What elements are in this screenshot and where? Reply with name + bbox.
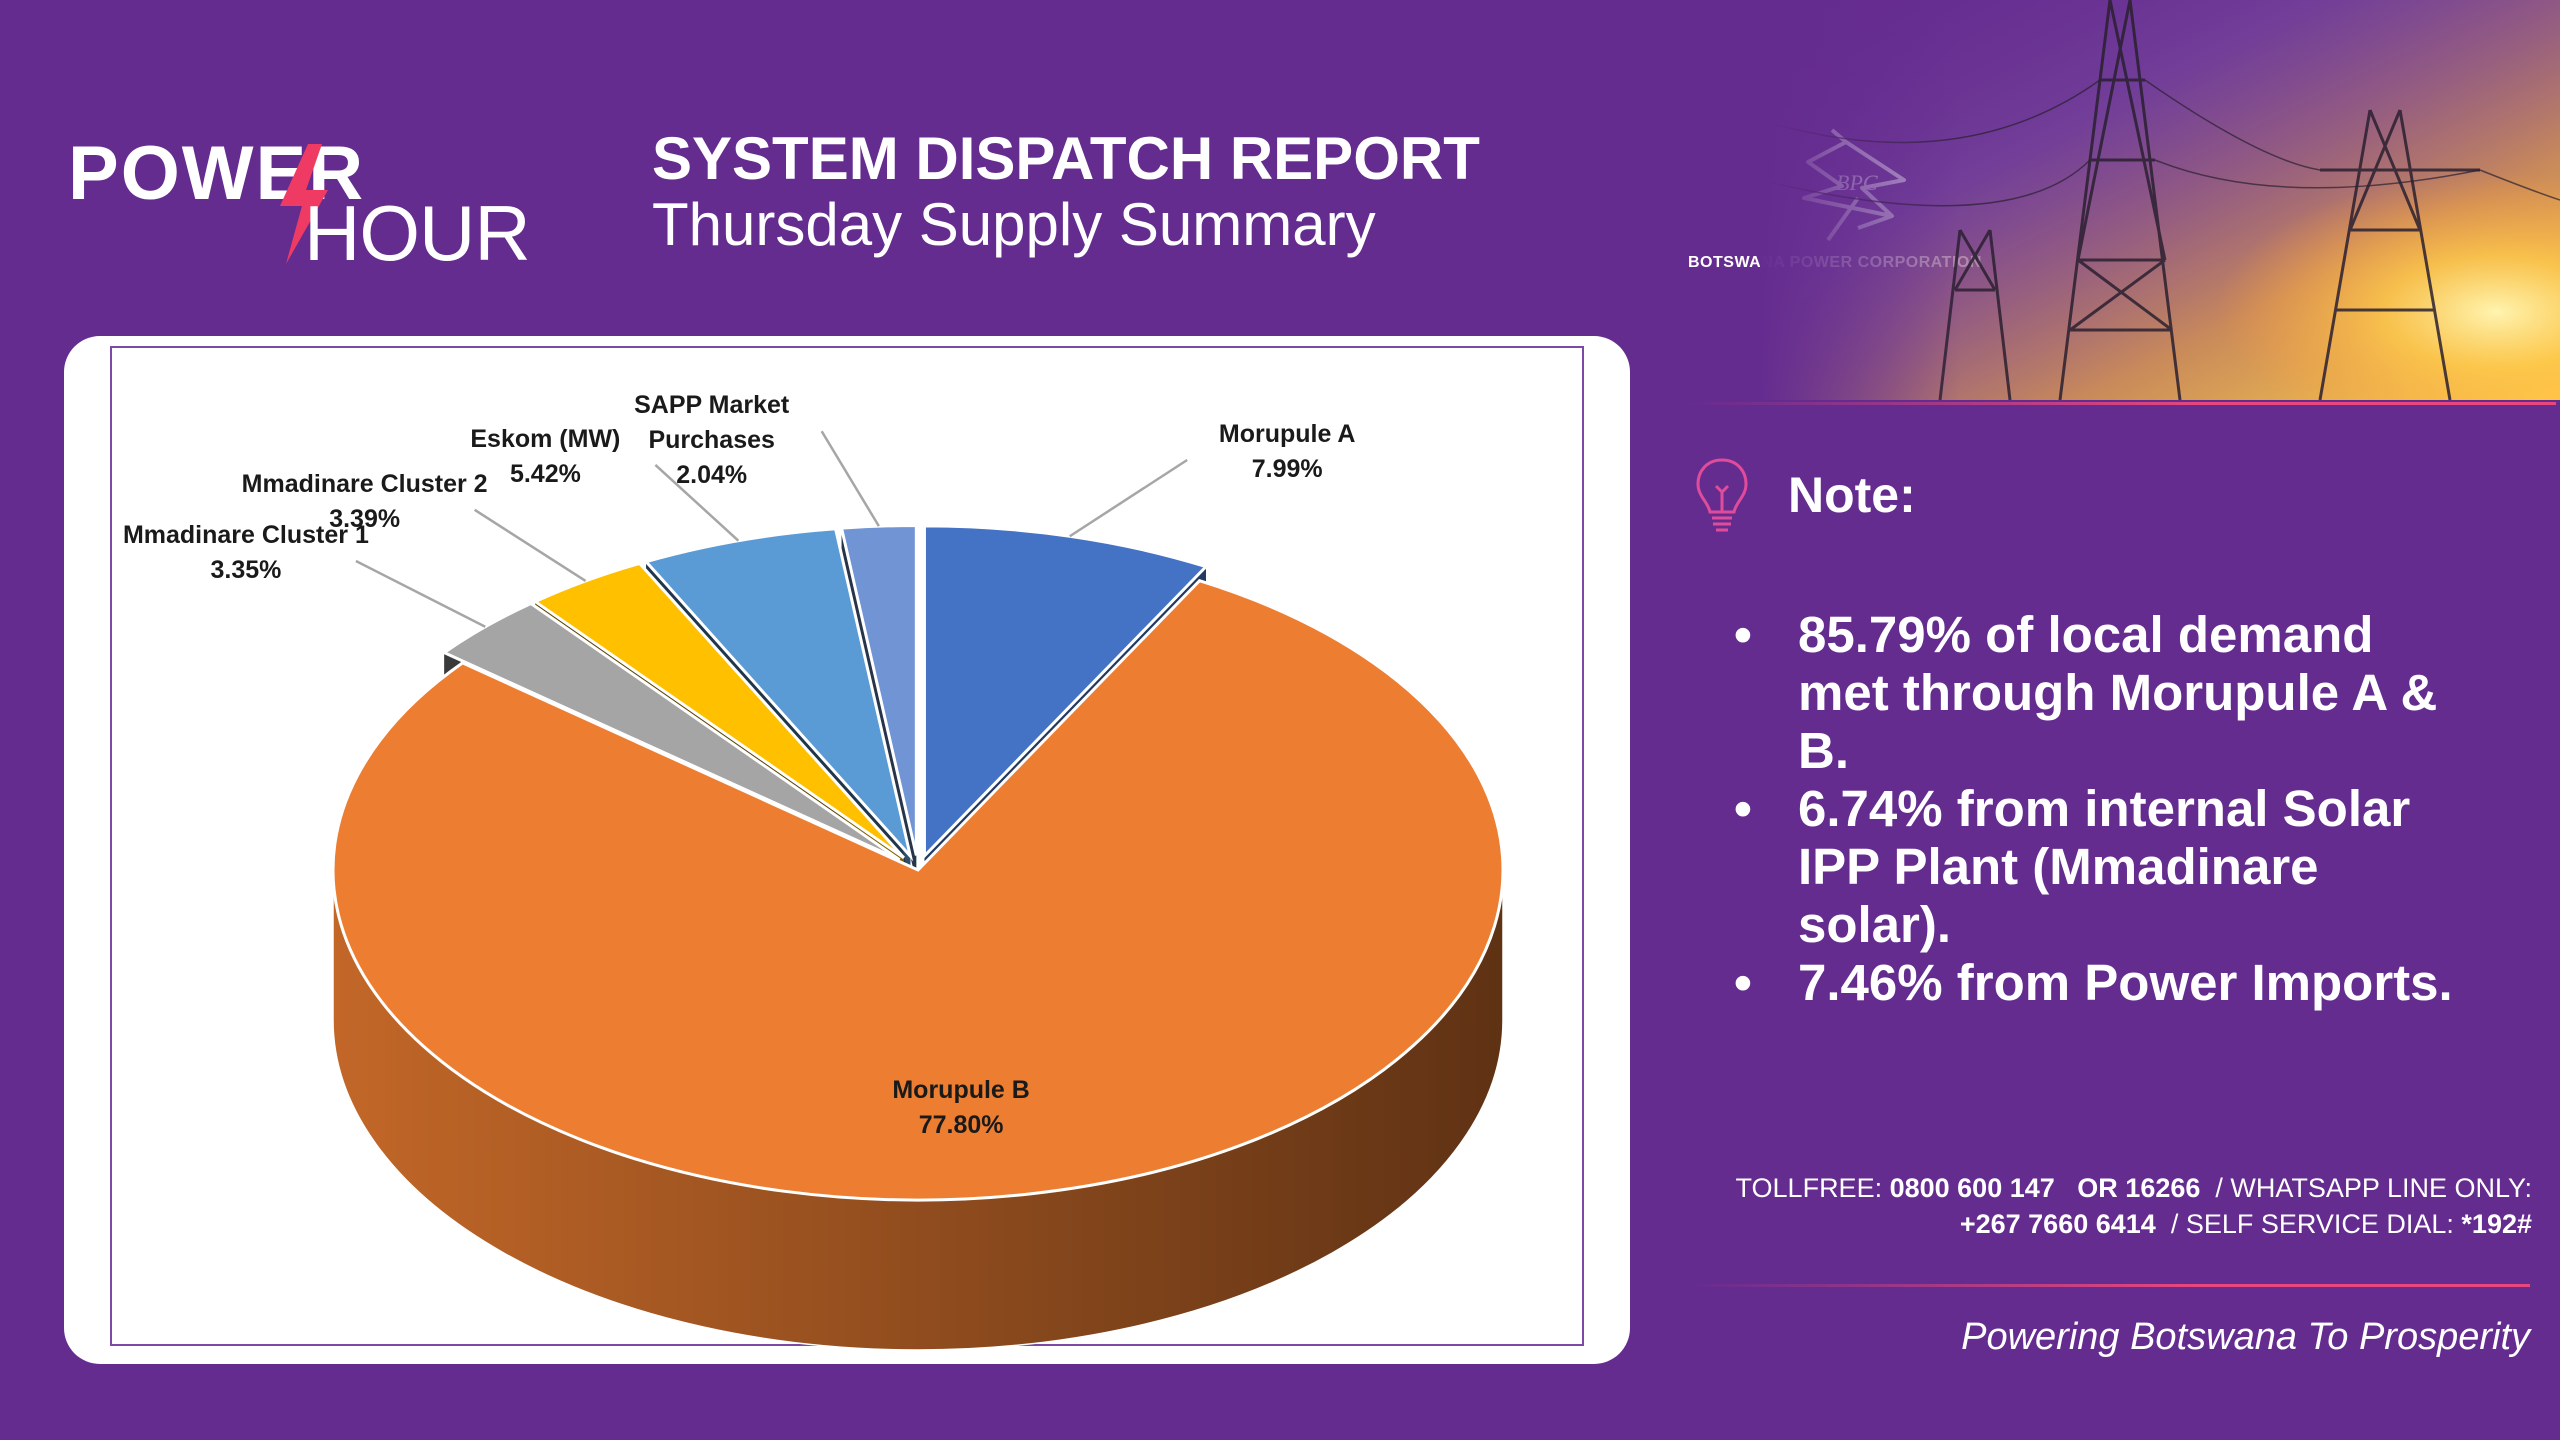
- divider-top: [1690, 402, 2556, 405]
- power-hour-logo: POWER HOUR: [68, 130, 538, 277]
- note-item: 6.74% from internal Solar IPP Plant (Mma…: [1734, 780, 2474, 954]
- leader-line-mmadinare-cluster-2: [473, 508, 587, 582]
- self-service-code: *192#: [2461, 1209, 2532, 1239]
- tollfree-number-2: 16266: [2125, 1173, 2201, 1203]
- lightning-bolt-icon: [280, 144, 328, 264]
- contact-line-2: +267 7660 6414 / SELF SERVICE DIAL: *192…: [1736, 1206, 2532, 1242]
- pie-slice-mmadinare-cluster-2: [532, 561, 905, 860]
- note-header: Note:: [1692, 456, 2192, 536]
- page-subtitle: Thursday Supply Summary: [652, 191, 1376, 258]
- pie-slice-mmadinare-cluster-1: [441, 601, 901, 862]
- tollfree-number-1: 0800 600 147: [1889, 1173, 2055, 1203]
- leader-line-eskom-mw: [654, 464, 740, 542]
- logo-word-hour: HOUR: [304, 189, 531, 277]
- data-label-sapp-market-purchases: SAPP Market Purchases 2.04%: [634, 391, 790, 489]
- page-title: SYSTEM DISPATCH REPORT: [652, 125, 1480, 192]
- note-item: 7.46% from Power Imports.: [1734, 954, 2474, 1012]
- whatsapp-number: +267 7660 6414: [1959, 1209, 2156, 1239]
- data-label-eskom-mw: Eskom (MW) 5.42%: [470, 425, 620, 488]
- pie-slice-sapp-market-purchases: [839, 523, 918, 856]
- pie-slice-morupule-a: [922, 524, 1209, 860]
- divider-bottom: [1690, 1284, 2530, 1287]
- leader-line-morupule-a: [1069, 458, 1188, 538]
- note-list: 85.79% of local demand met through Morup…: [1734, 606, 2474, 1012]
- leader-line-sapp-market-purchases: [820, 430, 880, 527]
- header: SYSTEM DISPATCH REPORT Thursday Supply S…: [652, 126, 1480, 258]
- tollfree-label: TOLLFREE:: [1735, 1173, 1890, 1203]
- lightbulb-icon: [1696, 458, 1748, 532]
- leader-line-mmadinare-cluster-1: [355, 559, 486, 628]
- self-service-label: / SELF SERVICE DIAL:: [2170, 1209, 2462, 1239]
- contact-info: TOLLFREE: 0800 600 147 OR 16266 / WHATSA…: [1736, 1170, 2532, 1242]
- contact-line-1: TOLLFREE: 0800 600 147 OR 16266 / WHATSA…: [1736, 1170, 2532, 1206]
- pie-slice-morupule-b: [331, 579, 1505, 1202]
- data-label-morupule-b: Morupule B 77.80%: [892, 1076, 1030, 1139]
- note-item: 85.79% of local demand met through Morup…: [1734, 606, 2474, 780]
- or-label: OR: [2077, 1173, 2118, 1203]
- power-lines-photo: [1760, 0, 2560, 400]
- data-label-mmadinare-cluster-1: Mmadinare Cluster 1 3.35%: [123, 521, 369, 584]
- data-label-morupule-a: Morupule A 7.99%: [1219, 420, 1356, 483]
- data-label-mmadinare-cluster-2: Mmadinare Cluster 2 3.39%: [242, 470, 488, 533]
- whatsapp-label: / WHATSAPP LINE ONLY:: [2215, 1173, 2532, 1203]
- tagline: Powering Botswana To Prosperity: [1961, 1316, 2530, 1358]
- note-title: Note:: [1788, 467, 1916, 523]
